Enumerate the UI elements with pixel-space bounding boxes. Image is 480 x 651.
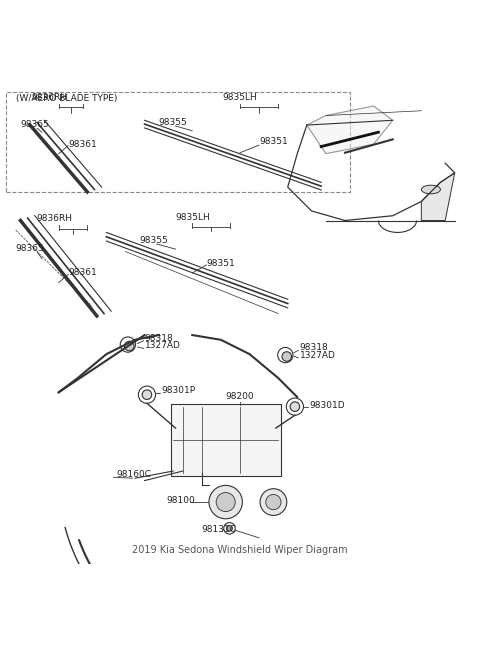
Text: 2019 Kia Sedona Windshield Wiper Diagram: 2019 Kia Sedona Windshield Wiper Diagram: [132, 545, 348, 555]
Text: 98160C: 98160C: [116, 470, 151, 479]
Text: 9835LH: 9835LH: [223, 93, 257, 102]
Text: (W/AERO BLADE TYPE): (W/AERO BLADE TYPE): [16, 94, 117, 103]
Text: 98318: 98318: [144, 334, 173, 343]
FancyBboxPatch shape: [171, 404, 281, 476]
Text: 1327AD: 1327AD: [144, 341, 180, 350]
Text: 98318: 98318: [300, 343, 328, 352]
Text: 1327AD: 1327AD: [300, 351, 336, 360]
Ellipse shape: [421, 185, 441, 194]
Text: 9835LH: 9835LH: [175, 213, 210, 221]
Circle shape: [227, 525, 232, 531]
Text: 9836RH: 9836RH: [36, 214, 72, 223]
Text: 98355: 98355: [140, 236, 168, 245]
Text: 98351: 98351: [259, 137, 288, 146]
Text: 98365: 98365: [16, 244, 45, 253]
Text: 98100: 98100: [166, 496, 195, 505]
Text: 98361: 98361: [68, 268, 97, 277]
Circle shape: [124, 341, 134, 351]
Circle shape: [282, 352, 291, 361]
Text: 98355: 98355: [159, 118, 188, 127]
Text: 98301P: 98301P: [161, 386, 195, 395]
Text: 98301D: 98301D: [309, 400, 345, 409]
Polygon shape: [421, 173, 455, 221]
Circle shape: [260, 489, 287, 516]
Text: 98131C: 98131C: [202, 525, 237, 534]
Circle shape: [216, 493, 235, 512]
Polygon shape: [307, 106, 393, 154]
Circle shape: [290, 402, 300, 411]
Circle shape: [142, 390, 152, 400]
Circle shape: [266, 495, 281, 510]
Text: 9836RH: 9836RH: [31, 93, 67, 102]
Circle shape: [209, 486, 242, 519]
Text: 98361: 98361: [68, 139, 97, 148]
Text: 98365: 98365: [21, 120, 49, 130]
Text: 98200: 98200: [226, 393, 254, 402]
Text: 98351: 98351: [206, 259, 235, 268]
